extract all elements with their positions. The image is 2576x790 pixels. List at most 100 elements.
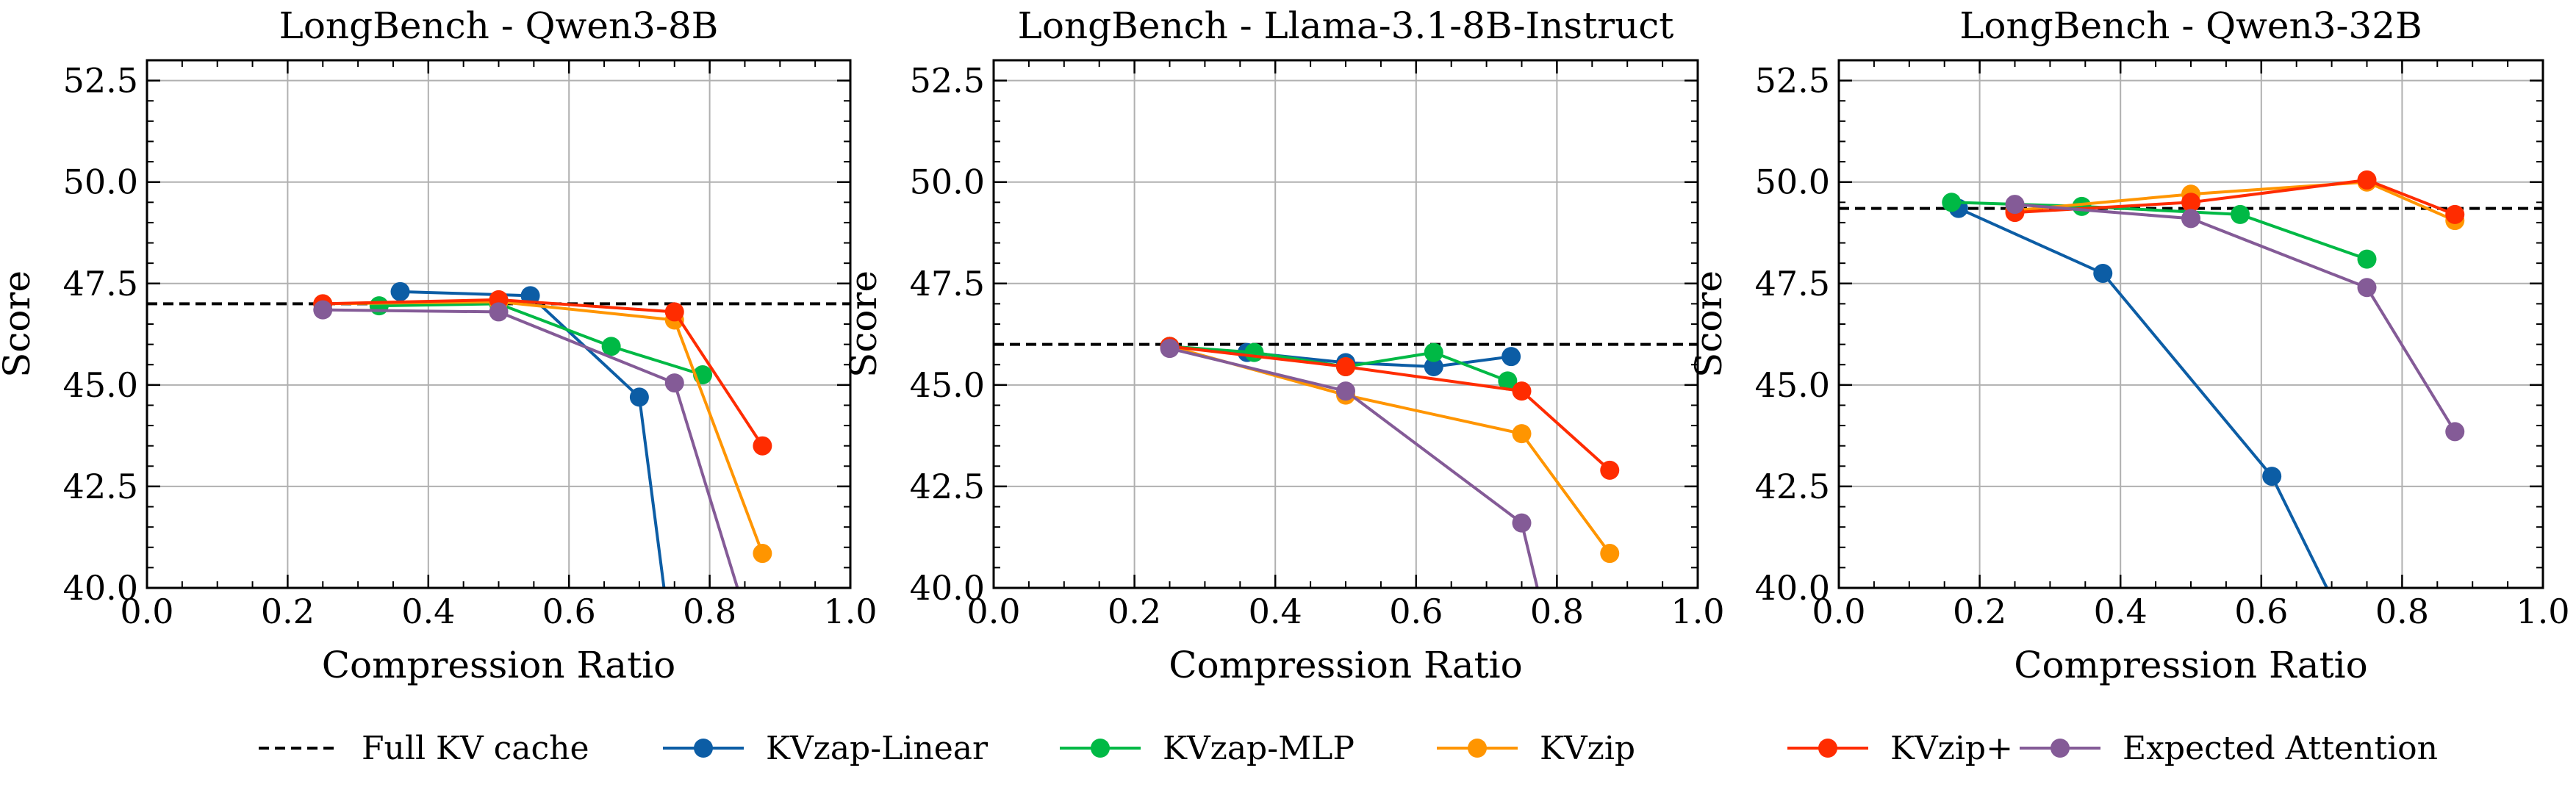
legend-label: Expected Attention bbox=[2123, 730, 2438, 767]
x-axis-label: Compression Ratio bbox=[1169, 644, 1523, 686]
chart-title: LongBench - Qwen3-8B bbox=[279, 4, 719, 47]
legend: Full KV cache KVzap-Linear KVzap-MLP KVzip K… bbox=[259, 730, 2438, 767]
x-tick-label: 0.6 bbox=[542, 592, 596, 631]
data-point bbox=[1498, 371, 1518, 391]
y-tick-label: 42.5 bbox=[1755, 467, 1830, 506]
series-line bbox=[1169, 345, 1611, 555]
y-tick-label: 50.0 bbox=[910, 162, 985, 202]
plot-frame bbox=[146, 59, 852, 589]
x-tick-label: 0.4 bbox=[2094, 592, 2148, 631]
x-axis-label: Compression Ratio bbox=[322, 644, 676, 686]
legend-marker bbox=[694, 739, 713, 758]
data-point bbox=[629, 387, 649, 407]
data-point bbox=[1600, 460, 1620, 480]
data-point bbox=[1512, 513, 1532, 533]
plot-frame bbox=[992, 59, 1699, 589]
series-line bbox=[323, 308, 739, 588]
series-line bbox=[323, 298, 764, 447]
x-tick-label: 0.0 bbox=[120, 592, 173, 631]
data-point bbox=[753, 544, 772, 564]
legend-marker bbox=[1091, 739, 1110, 758]
data-point bbox=[1424, 342, 1443, 362]
data-point bbox=[1512, 381, 1532, 401]
data-point bbox=[664, 302, 684, 322]
series-line bbox=[2014, 203, 2456, 433]
data-point bbox=[664, 373, 684, 393]
series-line bbox=[1958, 207, 2329, 588]
y-axis-label: Score bbox=[0, 270, 38, 378]
x-tick-label: 0.0 bbox=[966, 592, 1020, 631]
legend-item: Full KV cache bbox=[259, 730, 589, 767]
data-point bbox=[2181, 209, 2200, 229]
data-point bbox=[2093, 263, 2113, 283]
y-tick-label: 45.0 bbox=[910, 365, 985, 405]
data-point bbox=[601, 337, 621, 356]
x-tick-label: 0.2 bbox=[1108, 592, 1161, 631]
data-point bbox=[2005, 195, 2025, 215]
series-line bbox=[1169, 347, 1539, 588]
plot-area bbox=[313, 281, 772, 588]
data-point bbox=[1160, 339, 1180, 359]
data-point bbox=[1512, 424, 1532, 444]
x-tick-label: 0.4 bbox=[401, 592, 455, 631]
data-point bbox=[1424, 356, 1443, 376]
data-point bbox=[2231, 204, 2250, 224]
series-line bbox=[2014, 180, 2456, 222]
series-line bbox=[2014, 178, 2455, 216]
chart-panel-1: 0.0 0.2 0.4 0.6 0.8 1.0 40.0 42.5 45.0 47.5 50.0 52… bbox=[0, 4, 878, 686]
x-tick-label: 0.8 bbox=[1530, 592, 1584, 631]
legend-item: Expected Attention bbox=[2020, 730, 2438, 767]
y-tick-label: 52.5 bbox=[1755, 61, 1830, 101]
data-point bbox=[1942, 193, 1962, 212]
legend-item: KVzip bbox=[1437, 730, 1635, 767]
plot-area bbox=[1160, 337, 1620, 588]
y-tick-label: 47.5 bbox=[63, 264, 138, 304]
y-tick-label: 42.5 bbox=[910, 467, 985, 506]
y-axis-label: Score bbox=[1687, 270, 1730, 378]
chart-title: LongBench - Llama-3.1-8B-Instruct bbox=[1018, 4, 1674, 47]
legend-label: Full KV cache bbox=[362, 730, 589, 767]
y-tick-label: 40.0 bbox=[910, 568, 985, 608]
y-tick-label: 47.5 bbox=[1755, 264, 1830, 304]
data-point bbox=[2357, 170, 2377, 190]
x-axis-label: Compression Ratio bbox=[2014, 644, 2368, 686]
data-point bbox=[1600, 544, 1620, 564]
y-tick-label: 50.0 bbox=[63, 162, 138, 202]
series-line bbox=[1169, 345, 1611, 472]
x-tick-label: 0.0 bbox=[1812, 592, 1865, 631]
y-tick-label: 52.5 bbox=[910, 61, 985, 101]
data-point bbox=[2445, 422, 2465, 442]
legend-marker bbox=[2051, 739, 2070, 758]
x-tick-label: 1.0 bbox=[2516, 592, 2569, 631]
legend-label: KVzip+ bbox=[1890, 730, 2013, 767]
y-tick-label: 50.0 bbox=[1755, 162, 1830, 202]
data-point bbox=[2445, 204, 2465, 224]
y-tick-label: 40.0 bbox=[1755, 568, 1830, 608]
legend-label: KVzip bbox=[1540, 730, 1635, 767]
data-point bbox=[2072, 196, 2092, 216]
data-point bbox=[313, 300, 333, 320]
y-tick-label: 40.0 bbox=[63, 568, 138, 608]
chart-panel-3: 0.0 0.2 0.4 0.6 0.8 1.0 40.0 42.5 45.0 47.5 50.0 52… bbox=[1687, 4, 2570, 686]
y-tick-label: 47.5 bbox=[910, 264, 985, 304]
data-point bbox=[1502, 347, 1521, 367]
x-tick-label: 0.2 bbox=[261, 592, 315, 631]
y-tick-label: 45.0 bbox=[1755, 365, 1830, 405]
y-tick-label: 42.5 bbox=[63, 467, 138, 506]
plot-frame bbox=[1837, 59, 2544, 589]
legend-item: KVzap-Linear bbox=[663, 730, 989, 767]
data-point bbox=[2181, 193, 2200, 212]
x-tick-label: 0.6 bbox=[1389, 592, 1443, 631]
x-tick-label: 0.8 bbox=[683, 592, 736, 631]
legend-item: KVzap-MLP bbox=[1060, 730, 1355, 767]
data-point bbox=[2357, 249, 2377, 269]
plot-area bbox=[1942, 170, 2465, 588]
data-point bbox=[2357, 278, 2377, 298]
data-point bbox=[1336, 356, 1355, 376]
data-point bbox=[2262, 467, 2282, 486]
y-tick-label: 45.0 bbox=[63, 365, 138, 405]
x-tick-label: 0.2 bbox=[1953, 592, 2006, 631]
data-point bbox=[390, 281, 410, 301]
data-point bbox=[753, 436, 772, 456]
